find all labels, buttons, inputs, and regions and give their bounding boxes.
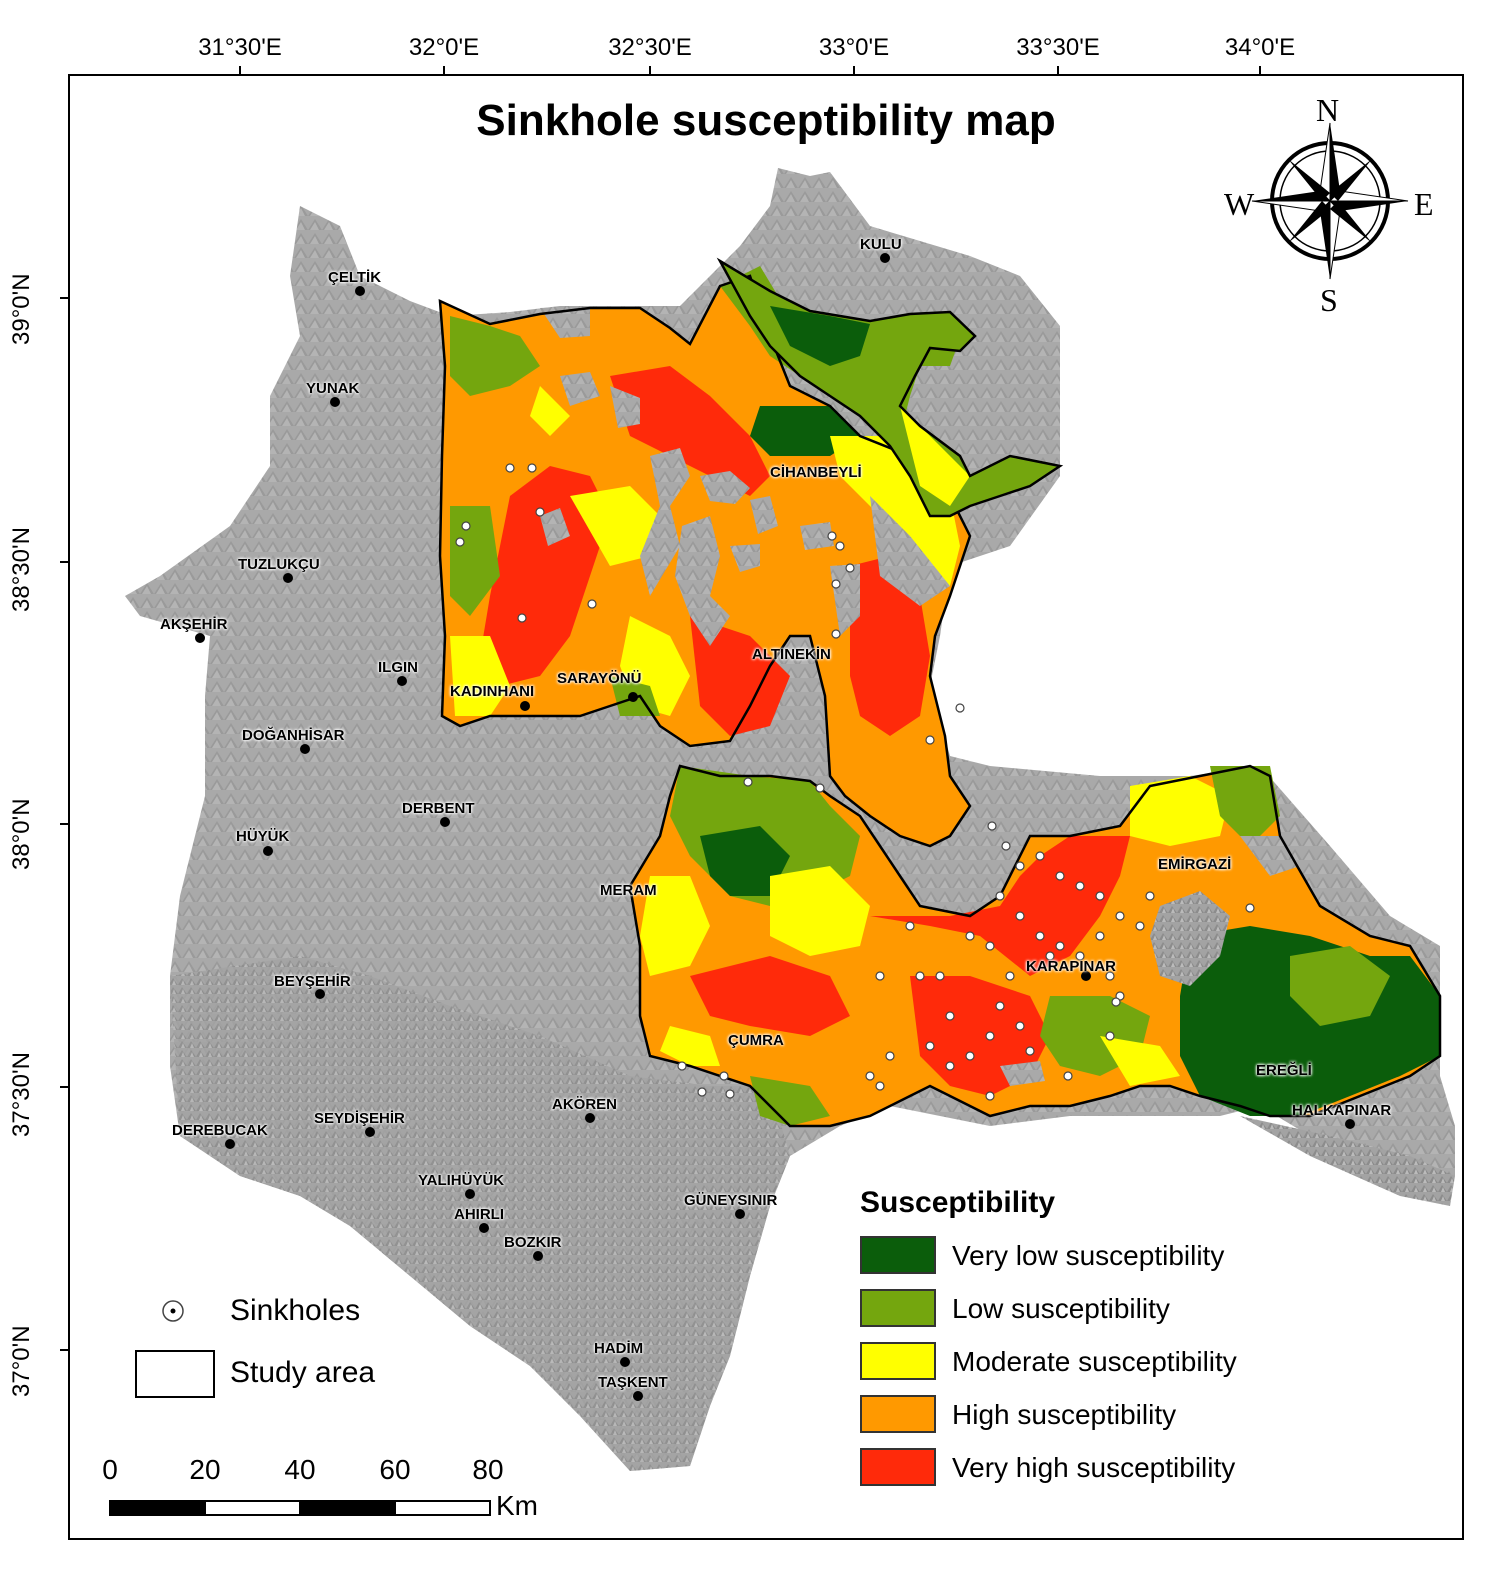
town-label: KADINHANI: [450, 683, 535, 700]
town-label: ALTINEKİN: [752, 646, 831, 663]
town-label: HALKAPINAR: [1292, 1102, 1392, 1119]
compass-north: N: [1316, 92, 1340, 128]
legend-label: Very high susceptibility: [952, 1452, 1236, 1483]
town-label: KARAPINAR: [1026, 958, 1116, 975]
lat-label: 37°0'N: [8, 1325, 35, 1397]
town-label: CİHANBEYLİ: [770, 464, 862, 481]
scale-tick-label: 40: [284, 1454, 316, 1485]
lon-label: 33°0'E: [818, 34, 890, 61]
lon-label: 32°0'E: [408, 34, 480, 61]
study-area-label: Study area: [230, 1356, 376, 1389]
town-label: SARAYÖNÜ: [557, 670, 642, 687]
town-label: SEYDİŞEHİR: [314, 1110, 405, 1127]
compass-west: W: [1224, 186, 1255, 222]
lon-label: 34°0'E: [1224, 34, 1296, 61]
legend-swatch: [860, 1342, 936, 1380]
study-area-swatch: [135, 1350, 215, 1398]
lat-label: 39°0'N: [8, 273, 35, 345]
town-label: TAŞKENT: [598, 1374, 668, 1391]
legend-label: High susceptibility: [952, 1399, 1177, 1430]
sinkholes-label: Sinkholes: [230, 1294, 361, 1327]
town-label: MERAM: [600, 882, 657, 899]
town-label: HADİM: [594, 1340, 644, 1357]
scale-tick-label: 60: [379, 1454, 411, 1485]
legend-label: Moderate susceptibility: [952, 1346, 1237, 1377]
town-label: EMİRGAZİ: [1158, 856, 1232, 873]
town-label: AHIRLI: [454, 1206, 504, 1223]
map-canvas: [109, 122, 1455, 1516]
town-label: HÜYÜK: [236, 828, 290, 845]
study-area-south: [628, 764, 1442, 1128]
town-label: DOĞANHİSAR: [242, 727, 345, 744]
town-label: DERBENT: [402, 800, 475, 817]
town-points: [195, 253, 1355, 1401]
town-label: AKŞEHİR: [160, 616, 228, 633]
sinkhole-markers: [455, 463, 1255, 1101]
lon-label: 32°30'E: [608, 34, 692, 61]
compass-rose-icon: [1251, 122, 1409, 280]
legend-swatch: [860, 1448, 936, 1486]
lon-label: 33°30'E: [1016, 34, 1100, 61]
compass-east: E: [1414, 186, 1434, 222]
town-label: GÜNEYSINIR: [684, 1192, 778, 1209]
town-label: YUNAK: [306, 380, 360, 397]
legend-swatch: [860, 1236, 936, 1274]
legend-swatch: [860, 1395, 936, 1433]
town-label: DEREBUCAK: [172, 1122, 268, 1139]
legend-label: Very low susceptibility: [952, 1240, 1225, 1271]
legend-swatch: [860, 1289, 936, 1327]
town-label: AKÖREN: [552, 1096, 618, 1113]
scale-tick-label: 0: [102, 1454, 118, 1485]
map-frame: Sinkhole susceptibility map N S E W KULU…: [68, 74, 1464, 1540]
study-area-northeast: [716, 257, 1064, 518]
town-label: TUZLUKÇU: [238, 556, 320, 573]
town-label: ILGIN: [378, 659, 418, 676]
legend-title: Susceptibility: [860, 1186, 1056, 1219]
scale-bar: [109, 1500, 491, 1516]
town-label: YALIHÜYÜK: [418, 1172, 505, 1189]
lat-label: 37°30'N: [8, 1052, 35, 1137]
scale-tick-label: 80: [472, 1454, 504, 1485]
town-label: BOZKIR: [504, 1234, 562, 1251]
compass-south: S: [1320, 282, 1338, 318]
sinkhole-symbol-icon: [162, 1300, 184, 1322]
lon-label: 31°30'E: [198, 34, 282, 61]
lat-label: 38°30'N: [8, 527, 35, 612]
lat-label: 38°0'N: [8, 798, 35, 870]
town-label: EREĞLİ: [1256, 1062, 1312, 1079]
scale-unit: Km: [496, 1490, 538, 1521]
map-title: Sinkhole susceptibility map: [476, 96, 1056, 145]
town-label: BEYŞEHİR: [274, 973, 351, 990]
legend-label: Low susceptibility: [952, 1293, 1170, 1324]
town-label: KULU: [860, 236, 902, 253]
town-label: ÇUMRA: [728, 1032, 784, 1049]
town-label: ÇELTİK: [328, 269, 382, 286]
scale-tick-label: 20: [189, 1454, 221, 1485]
